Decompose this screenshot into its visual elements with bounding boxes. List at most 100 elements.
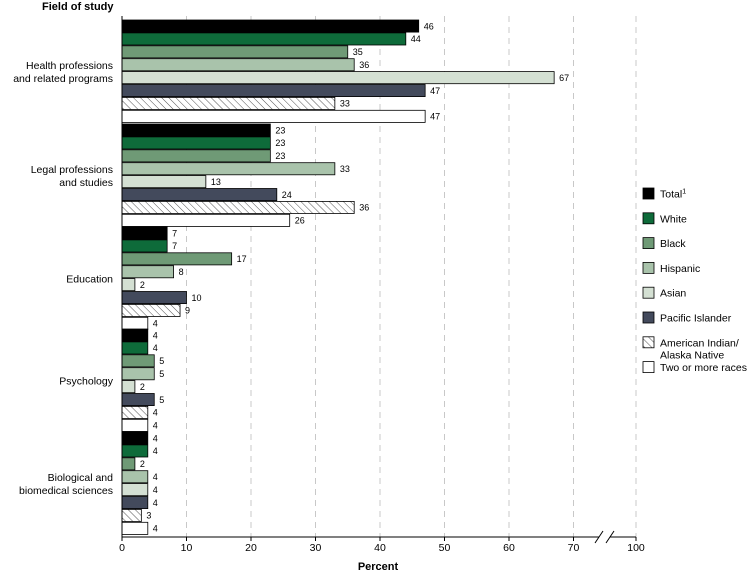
legend-label-line: Alaska Native [660,349,724,361]
bar-psychology-pacific-islander [121,393,155,407]
category-label-line: and studies [59,177,113,189]
value-label-education-white: 7 [172,241,177,251]
category-label-education: Education [66,274,113,286]
category-label-line: Psychology [59,376,113,388]
bar-biological-and-biomedical-sciences-total [121,431,149,445]
legend-swatch-asian [642,286,655,299]
bar-legal-professions-and-studies-pacific-islander [121,188,278,202]
value-label-legal-professions-and-studies-hispanic: 33 [340,164,350,174]
legend-label-line: Hispanic [660,263,700,275]
legend-label-line: Black [660,238,686,250]
value-label-biological-and-biomedical-sciences-white: 4 [153,446,158,456]
y-axis-title: Field of study [42,1,114,13]
bar-biological-and-biomedical-sciences-american-indian-alaska-native [121,508,142,522]
category-label-line: Biological and [48,472,114,484]
value-label-legal-professions-and-studies-american-indian-alaska-native: 36 [359,203,369,213]
bar-education-asian [121,278,136,292]
bar-education-hispanic [121,265,174,279]
legend-label-two-or-more-races: Two or more races [660,362,747,374]
bar-health-professions-and-related-programs-white [121,32,407,46]
value-label-legal-professions-and-studies-asian: 13 [211,177,221,187]
category-label-line: and related programs [13,73,113,85]
value-label-biological-and-biomedical-sciences-black: 2 [140,459,145,469]
legend-label-line: Asian [660,288,686,300]
bar-health-professions-and-related-programs-total [121,19,420,33]
grid [186,16,637,537]
value-label-education-american-indian-alaska-native: 9 [185,306,190,316]
bar-health-professions-and-related-programs-american-indian-alaska-native [121,97,336,110]
legend: Total1 White Black Hispanic Asian Pacific Isl… [642,187,747,374]
axis-break-mark-left [594,530,604,544]
legend-footnote-marker: 1 [682,189,686,196]
category-label-biological-and-biomedical-sciences: Biological and biomedical sciences [19,472,113,497]
value-label-psychology-american-indian-alaska-native: 4 [153,408,158,418]
bar-psychology-american-indian-alaska-native [121,405,149,419]
value-label-biological-and-biomedical-sciences-american-indian-alaska-native: 3 [146,511,151,521]
value-label-education-black: 17 [237,254,247,264]
bar-biological-and-biomedical-sciences-pacific-islander [121,496,149,510]
bar-health-professions-and-related-programs-asian [121,71,555,85]
bar-legal-professions-and-studies-two-or-more-races [121,213,291,227]
value-label-legal-professions-and-studies-black: 23 [275,151,285,161]
value-label-psychology-asian: 2 [140,382,145,392]
value-label-legal-professions-and-studies-two-or-more-races: 26 [295,216,305,226]
x-tick-label-70: 70 [568,542,580,554]
legend-label-pacific-islander: Pacific Islander [660,313,732,325]
x-tick-label-10: 10 [181,542,193,554]
x-axis: 0 10 20 30 40 50 60 70 100 [119,16,645,554]
value-label-health-professions-and-related-programs-black: 35 [353,47,363,57]
x-axis-title: Percent [358,561,399,572]
bar-biological-and-biomedical-sciences-black [121,457,136,471]
bar-legal-professions-and-studies-asian [121,175,207,189]
bar-psychology-black [121,354,155,368]
bar-education-total [121,226,168,240]
value-label-biological-and-biomedical-sciences-two-or-more-races: 4 [153,524,158,534]
value-label-biological-and-biomedical-sciences-asian: 4 [153,485,158,495]
bar-biological-and-biomedical-sciences-white [121,444,149,458]
bar-psychology-total [121,328,149,342]
bar-legal-professions-and-studies-white [121,136,271,150]
axis-break-mark-right [605,530,615,544]
bar-psychology-white [121,341,149,355]
value-label-education-hispanic: 8 [179,267,184,277]
value-label-legal-professions-and-studies-pacific-islander: 24 [282,190,292,200]
category-label-line: Health professions [26,60,113,72]
legend-label-line: Total [660,189,682,201]
x-tick-label-60: 60 [503,542,515,554]
value-label-psychology-total: 4 [153,330,158,340]
category-label-line: biomedical sciences [19,485,113,497]
legend-label-line: American Indian/ [660,337,739,349]
legend-label-line: White [660,213,687,225]
legend-swatch-white [642,212,655,225]
bar-legal-professions-and-studies-total [121,123,271,137]
value-label-biological-and-biomedical-sciences-total: 4 [153,433,158,443]
value-label-health-professions-and-related-programs-hispanic: 36 [359,60,369,70]
x-tick-label-20: 20 [245,542,257,554]
bar-biological-and-biomedical-sciences-asian [121,483,149,497]
value-label-health-professions-and-related-programs-total: 46 [424,21,434,31]
value-label-legal-professions-and-studies-white: 23 [275,138,285,148]
value-label-psychology-black: 5 [159,356,164,366]
legend-swatch-total [642,187,655,200]
bar-legal-professions-and-studies-american-indian-alaska-native [121,200,355,214]
legend-label-black: Black [660,238,686,250]
bar-legal-professions-and-studies-black [121,149,271,163]
bar-health-professions-and-related-programs-black [121,45,349,59]
category-label-psychology: Psychology [59,376,113,388]
bar-biological-and-biomedical-sciences-hispanic [121,470,149,484]
legend-swatch-two-or-more-races [642,361,655,374]
value-label-health-professions-and-related-programs-asian: 67 [559,73,569,83]
bar-education-black [121,252,233,266]
bar-education-pacific-islander [121,291,187,305]
value-label-psychology-hispanic: 5 [159,369,164,379]
category-label-health-professions-and-related-programs: Health professions and related programs [13,60,113,85]
x-tick-label-30: 30 [310,542,322,554]
legend-label-hispanic: Hispanic [660,263,700,275]
value-label-psychology-two-or-more-races: 4 [153,421,158,431]
bar-psychology-asian [121,380,136,394]
bar-education-american-indian-alaska-native [121,303,181,317]
bar-legal-professions-and-studies-hispanic [121,162,336,176]
value-label-education-total: 7 [172,228,177,238]
bar-education-white [121,239,168,253]
